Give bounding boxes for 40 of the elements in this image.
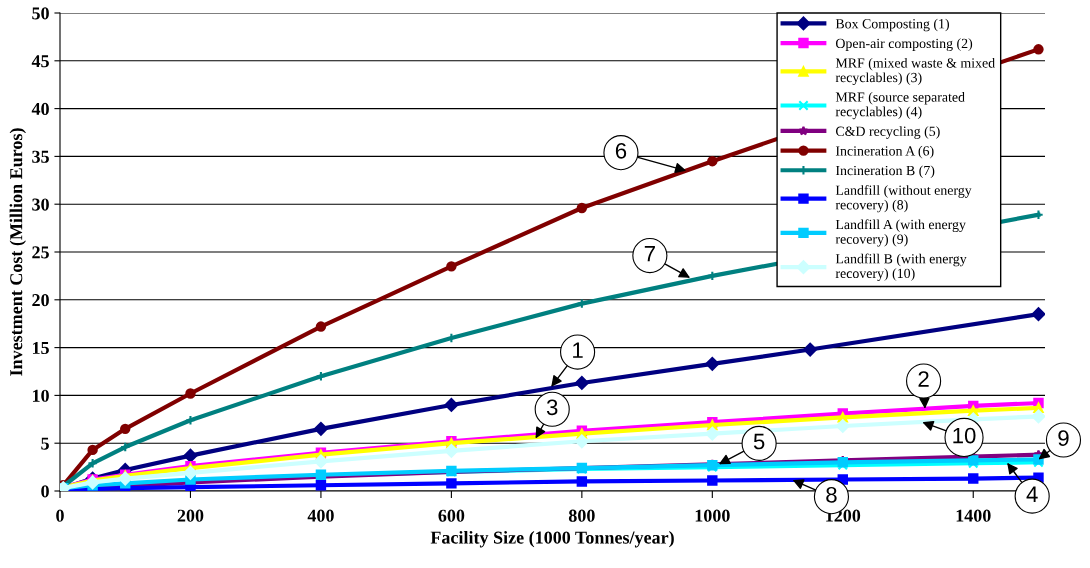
legend-label: Landfill (without energy recovery) (8)	[835, 185, 972, 213]
y-axis-title: Investment Cost (Million Euros)	[9, 128, 26, 376]
y-tick-label: 45	[31, 55, 49, 68]
x-tick-label: 200	[177, 509, 204, 522]
legend-label: Incineration A (6)	[835, 145, 934, 159]
x-axis-title: Facility Size (1000 Tonnes/year)	[430, 530, 674, 548]
annotation: 7	[644, 246, 655, 262]
legend-label: MRF (mixed waste & mixed recyclables) (3)	[835, 57, 995, 86]
x-tick-label: 1000	[695, 509, 730, 522]
annotation: 8	[826, 486, 837, 503]
annotation: 10	[953, 427, 976, 444]
x-tick-label: 600	[438, 509, 465, 522]
legend-label: Incineration B (7)	[835, 165, 935, 179]
legend-label: Landfill A (with energy recovery) (9)	[835, 219, 966, 247]
legend-label: MRF (source separated recyclables) (4)	[835, 91, 965, 120]
y-tick-label: 5	[41, 437, 49, 450]
y-tick-label: 15	[32, 341, 49, 355]
y-tick-label: 30	[32, 198, 49, 211]
y-tick-label: 10	[32, 389, 49, 402]
annotation: 5	[753, 433, 765, 450]
x-tick-label: 1400	[956, 509, 991, 522]
y-tick-label: 40	[31, 102, 49, 116]
legend-label: Box Composting (1)	[835, 18, 949, 32]
y-tick-label: 20	[32, 294, 49, 307]
annotation: 4	[1026, 486, 1038, 502]
legend-label: Open-air composting (2)	[835, 38, 973, 51]
x-tick-label: 800	[568, 509, 595, 522]
y-tick-label: 0	[41, 485, 49, 498]
x-tick-label: 400	[307, 509, 334, 522]
legend-label: C&D recycling (5)	[835, 126, 940, 139]
x-tick-label: 0	[56, 509, 64, 522]
legend-label: Landfill B (with energy recovery) (10)	[835, 253, 967, 281]
annotation: 2	[918, 371, 929, 387]
annotation: 3	[546, 399, 558, 416]
y-tick-label: 50	[32, 7, 49, 20]
annotation: 1	[573, 342, 583, 358]
y-tick-label: 35	[32, 150, 49, 163]
annotation: 9	[1058, 430, 1069, 446]
annotation: 6	[615, 142, 627, 159]
y-tick-label: 25	[32, 246, 49, 259]
